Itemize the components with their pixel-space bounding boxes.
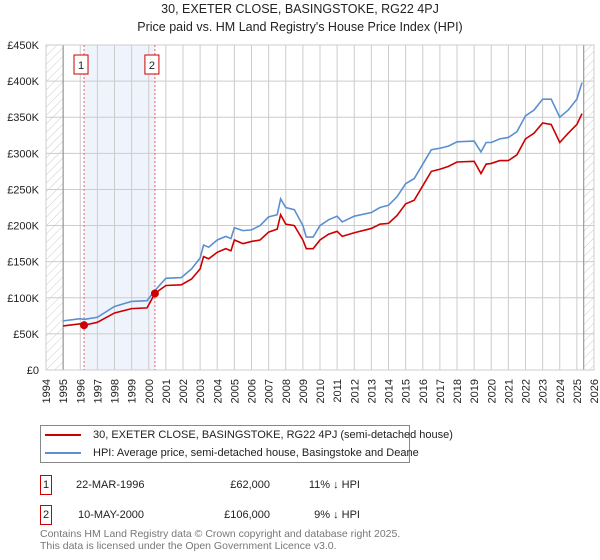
x-tick-label: 2026 xyxy=(589,379,600,403)
x-tick-label: 2016 xyxy=(418,379,430,403)
sale-point xyxy=(80,321,89,330)
x-tick-label: 2001 xyxy=(161,379,173,403)
x-tick-label: 2009 xyxy=(298,379,310,403)
x-tick-label: 2003 xyxy=(195,379,207,403)
red-line-swatch xyxy=(45,434,81,436)
x-tick-label: 2004 xyxy=(212,379,224,403)
sale-delta: 9% ↓ HPI xyxy=(314,509,360,521)
x-tick-label: 2014 xyxy=(384,379,396,403)
y-tick-label: £300K xyxy=(7,148,39,160)
price-chart: 1994 1995 1996 1997 1998 1999 2000 2001 2002 2003… xyxy=(7,40,600,403)
x-tick-label: 2021 xyxy=(503,379,515,403)
chart-title: 30, EXETER CLOSE, BASINGSTOKE, RG22 4PJ xyxy=(161,2,439,16)
legend-label: 30, EXETER CLOSE, BASINGSTOKE, RG22 4PJ … xyxy=(93,429,453,441)
chart-subtitle: Price paid vs. HM Land Registry's House … xyxy=(137,20,463,34)
x-tick-label: 2018 xyxy=(452,379,464,403)
x-tick-label: 2023 xyxy=(538,379,550,403)
x-tick-label: 2006 xyxy=(247,379,259,403)
sale-row: 2 10-MAY-2000 £106,000 9% ↓ HPI xyxy=(40,505,440,525)
legend-label: HPI: Average price, semi-detached house,… xyxy=(93,447,419,459)
x-tick-label: 2000 xyxy=(144,379,156,403)
y-tick-label: £450K xyxy=(7,40,39,52)
x-tick-label: 2012 xyxy=(349,379,361,403)
y-tick-label: £0 xyxy=(27,365,39,377)
no-data-hatch xyxy=(583,45,594,370)
sale-price: £62,000 xyxy=(230,479,270,491)
x-tick-label: 2022 xyxy=(521,379,533,403)
x-tick-label: 2008 xyxy=(281,379,293,403)
sale-period-shade xyxy=(84,45,155,370)
sale-date: 10-MAY-2000 xyxy=(78,509,145,521)
x-tick-label: 2010 xyxy=(315,379,327,403)
sale-badge: 2 xyxy=(40,505,52,525)
legend-item-price: 30, EXETER CLOSE, BASINGSTOKE, RG22 4PJ … xyxy=(45,427,453,443)
footer: Contains HM Land Registry data © Crown c… xyxy=(40,528,400,552)
x-tick-label: 2002 xyxy=(178,379,190,403)
x-tick-label: 2007 xyxy=(264,379,276,403)
x-tick-label: 1997 xyxy=(92,379,104,403)
x-tick-label: 2020 xyxy=(486,379,498,403)
x-tick-label: 1999 xyxy=(127,379,139,403)
y-tick-label: £150K xyxy=(7,257,39,269)
price-paid-line xyxy=(63,113,583,327)
y-tick-label: £50K xyxy=(13,329,39,341)
x-tick-label: 2013 xyxy=(366,379,378,403)
x-tick-label: 2019 xyxy=(469,379,481,403)
blue-line-swatch xyxy=(45,452,81,454)
sale-date: 22-MAR-1996 xyxy=(76,479,145,491)
y-tick-label: £400K xyxy=(7,76,39,88)
no-data-hatch xyxy=(46,45,64,370)
sale-badge: 1 xyxy=(40,475,52,495)
sale-marker-label: 2 xyxy=(149,60,155,72)
x-tick-label: 2015 xyxy=(401,379,413,403)
x-tick-label: 2024 xyxy=(555,379,567,403)
x-tick-label: 2017 xyxy=(435,379,447,403)
legend-item-hpi: HPI: Average price, semi-detached house,… xyxy=(45,445,419,461)
x-tick-label: 1998 xyxy=(110,379,122,403)
sale-marker-label: 1 xyxy=(78,60,84,72)
y-tick-label: £350K xyxy=(7,112,39,124)
y-tick-label: £200K xyxy=(7,221,39,233)
footer-line: This data is licensed under the Open Gov… xyxy=(40,540,337,552)
x-tick-label: 2005 xyxy=(229,379,241,403)
sale-marker-box xyxy=(73,54,89,75)
x-tick-label: 1995 xyxy=(58,379,70,403)
legend: 30, EXETER CLOSE, BASINGSTOKE, RG22 4PJ … xyxy=(40,425,453,463)
sale-delta: 11% ↓ HPI xyxy=(308,479,360,491)
footer-line: Contains HM Land Registry data © Crown c… xyxy=(40,528,401,540)
sale-marker-box xyxy=(144,54,160,75)
sale-price: £106,000 xyxy=(224,509,270,521)
plot-frame xyxy=(45,44,595,371)
hpi-line xyxy=(63,82,583,322)
x-tick-label: 2025 xyxy=(572,379,584,403)
x-tick-label: 2011 xyxy=(332,379,344,403)
y-tick-label: £100K xyxy=(7,293,39,305)
y-tick-label: £250K xyxy=(7,184,39,196)
x-tick-label: 1996 xyxy=(75,379,87,403)
sale-row: 1 22-MAR-1996 £62,000 11% ↓ HPI xyxy=(40,475,440,495)
sale-point xyxy=(150,289,159,298)
x-tick-label: 1994 xyxy=(41,379,53,403)
